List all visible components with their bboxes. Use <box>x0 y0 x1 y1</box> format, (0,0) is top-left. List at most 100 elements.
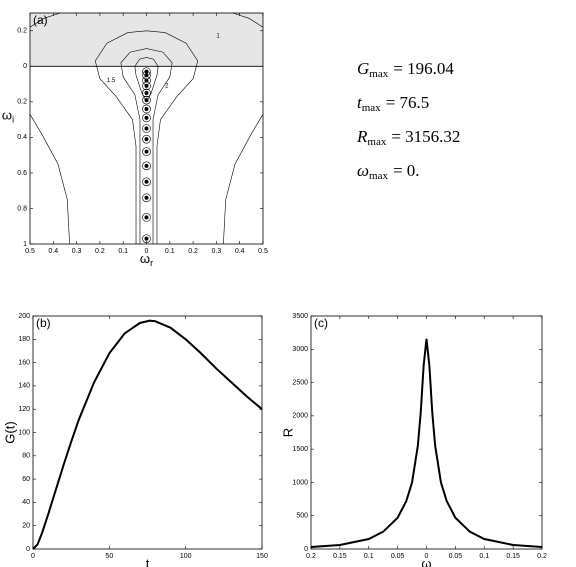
axes-box <box>32 315 263 550</box>
x-tick-label: 0.5 <box>25 248 35 255</box>
annotation-value: = 196.04 <box>393 59 454 78</box>
x-tick-label: 0.1 <box>118 248 128 255</box>
y-tick-label: 60 <box>22 476 30 483</box>
x-axis-label-sub: r <box>150 258 153 268</box>
y-tick-label: 0.4 <box>17 134 27 141</box>
annotation: tmax = 76.5 <box>357 93 429 114</box>
mode-ring <box>142 213 151 222</box>
mode-dot <box>144 78 149 83</box>
annotation: Gmax = 196.04 <box>357 59 454 80</box>
x-tick-label: 0 <box>31 553 35 560</box>
annotation-value: = 3156.32 <box>391 127 460 146</box>
x-tick-label: 0.1 <box>479 553 489 560</box>
mode-dot <box>144 73 149 78</box>
y-tick-label: 2000 <box>292 413 308 420</box>
x-tick-label: 0.1 <box>165 248 175 255</box>
mode-ring <box>142 147 151 156</box>
annotation-symbol: G <box>357 59 369 78</box>
annotation: Rmax = 3156.32 <box>356 127 460 148</box>
y-tick-label: 2500 <box>292 379 308 386</box>
x-tick-label: 0.15 <box>506 553 520 560</box>
mode-ring <box>142 124 151 133</box>
y-tick-label: 1 <box>23 241 27 248</box>
contour-line <box>94 30 199 244</box>
x-tick-label: 0.2 <box>306 553 316 560</box>
mode-ring <box>142 234 151 243</box>
mode-ring <box>142 177 151 187</box>
x-axis-label-main: ω <box>140 251 150 266</box>
panel-label: (a) <box>33 13 48 27</box>
mode-dot <box>144 149 149 154</box>
y-axis-label: G(t) <box>2 421 17 443</box>
y-tick-label: 0.2 <box>17 28 27 35</box>
contour-label: 1 <box>216 34 220 40</box>
mode-ring <box>142 104 151 114</box>
y-tick-label: 40 <box>22 499 30 506</box>
y-tick-label: 0.8 <box>17 205 27 212</box>
x-tick-label: 0.2 <box>188 248 198 255</box>
panel-label: (b) <box>36 316 51 330</box>
annotation-subscript: max <box>362 102 381 114</box>
mode-dot <box>144 179 149 184</box>
mode-ring <box>142 95 151 105</box>
mode-dot <box>144 90 149 95</box>
y-tick-label: 0.2 <box>17 99 27 106</box>
shaded-region <box>30 13 263 67</box>
mode-dot <box>144 69 149 74</box>
annotation-symbol: ω <box>357 161 369 180</box>
y-tick-label: 0 <box>26 546 30 553</box>
mode-dot <box>144 83 149 88</box>
panel-label: (c) <box>314 316 328 330</box>
y-tick-label: 80 <box>22 453 30 460</box>
mode-dot <box>144 98 149 103</box>
annotation-symbol: t <box>357 93 363 112</box>
x-axis-label: ωr <box>140 251 153 268</box>
x-tick-label: 0.4 <box>235 248 245 255</box>
mode-dot <box>144 195 149 200</box>
annotation-subscript: max <box>369 170 388 182</box>
contour-line <box>29 114 70 245</box>
y-tick-label: 0.6 <box>17 170 27 177</box>
contour-line <box>134 57 159 102</box>
mode-ring <box>142 161 151 171</box>
panel: 0.5 0.4 0.3 0.2 0.1 0 0.1 0.2 0.3 0.4 0.5 0.2 0 0.2 0.… <box>2 12 460 268</box>
y-axis-label-sub: i <box>12 115 14 125</box>
x-tick-label: 50 <box>105 553 113 560</box>
y-tick-label: 160 <box>18 359 30 366</box>
y-tick-label: 140 <box>18 383 30 390</box>
mode-ring <box>142 81 151 91</box>
annotation: ωmax = 0. <box>357 161 420 182</box>
y-tick-label: 20 <box>22 523 30 530</box>
panel: 0 50 100 150 0 20 40 60 80 100 120 140 160 180 200 (b) t… <box>2 313 268 567</box>
x-tick-label: 0.2 <box>95 248 105 255</box>
y-tick-label: 100 <box>18 429 30 436</box>
panel: 0.2 0.15 0.1 0.05 0 0.05 0.1 0.15 0.205001000150… <box>280 313 547 567</box>
x-axis-label: ω <box>421 556 431 567</box>
y-tick-label: 1500 <box>292 446 308 453</box>
mode-ring <box>142 134 151 144</box>
x-tick-label: 0.1 <box>364 553 374 560</box>
contour-label: 1.5 <box>107 78 116 84</box>
y-tick-label: 3000 <box>292 346 308 353</box>
y-tick-label: 180 <box>18 336 30 343</box>
x-axis-label: t <box>146 556 150 567</box>
annotation-value: = 76.5 <box>386 93 430 112</box>
y-tick-label: 120 <box>18 406 30 413</box>
x-tick-label: 0.05 <box>391 553 405 560</box>
x-tick-label: 0.3 <box>212 248 222 255</box>
x-tick-label: 0 <box>425 553 429 560</box>
x-tick-label: 0.15 <box>333 553 347 560</box>
y-tick-label: 200 <box>18 313 30 320</box>
y-axis-label: R <box>280 428 295 437</box>
y-tick-label: 0 <box>23 63 27 70</box>
x-tick-label: 0 <box>145 248 149 255</box>
x-tick-label: 0.2 <box>537 553 547 560</box>
x-axis-label-main: t <box>146 556 150 567</box>
mode-ring <box>142 88 151 98</box>
x-tick-label: 150 <box>256 553 268 560</box>
mode-dot <box>144 163 149 168</box>
data-line <box>32 319 263 550</box>
mode-dot <box>144 236 149 241</box>
contour-line <box>120 48 173 244</box>
